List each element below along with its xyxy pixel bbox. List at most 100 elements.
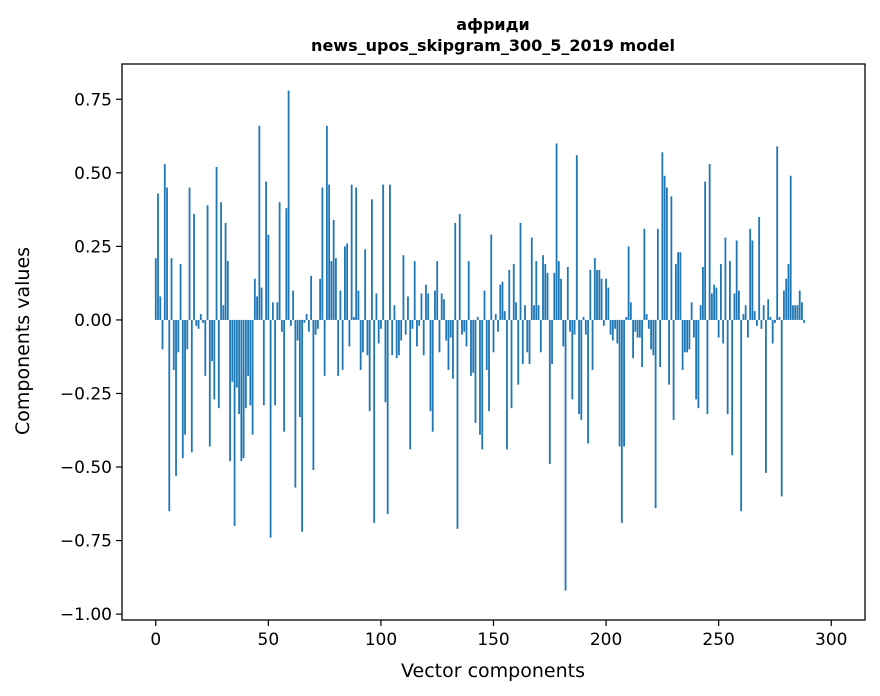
bar <box>202 319 204 323</box>
bar <box>715 287 718 320</box>
x-tick-label: 50 <box>258 630 280 650</box>
bar <box>476 316 479 320</box>
bar <box>638 319 641 338</box>
bar <box>767 299 770 320</box>
bar <box>213 319 216 400</box>
bar <box>177 319 180 353</box>
bar <box>294 319 297 488</box>
bar <box>195 319 198 326</box>
bar <box>587 319 589 444</box>
bar <box>328 184 331 320</box>
bar <box>321 187 324 320</box>
bar <box>283 319 286 432</box>
bar <box>542 255 544 320</box>
bar <box>364 249 367 320</box>
bar <box>710 293 713 320</box>
bar <box>801 302 803 320</box>
bar <box>332 219 335 320</box>
bar <box>316 319 319 329</box>
bar <box>366 319 369 356</box>
bar <box>589 269 592 320</box>
bar <box>717 319 720 338</box>
bar <box>323 319 326 376</box>
bar <box>701 266 704 320</box>
bar <box>785 278 788 320</box>
bar <box>634 319 637 332</box>
bar <box>398 319 400 356</box>
bar <box>519 222 522 320</box>
bar <box>524 305 526 320</box>
bar <box>184 319 186 435</box>
bar <box>724 237 727 320</box>
bar <box>409 319 412 450</box>
bar <box>726 319 729 415</box>
bar <box>627 246 630 320</box>
bar <box>436 261 439 320</box>
bar <box>749 228 752 320</box>
bar <box>758 216 761 320</box>
bar <box>222 305 225 320</box>
bar <box>744 305 747 320</box>
bar <box>175 319 177 476</box>
bar <box>753 311 756 320</box>
bar <box>533 305 535 320</box>
bar <box>159 296 162 320</box>
bar <box>602 319 605 326</box>
bar <box>330 261 333 320</box>
chart-title: африди <box>456 15 529 34</box>
bar <box>544 264 547 320</box>
bar <box>188 187 191 320</box>
bar <box>337 319 340 376</box>
bar <box>244 319 247 409</box>
bar <box>663 175 666 320</box>
bar <box>292 290 295 320</box>
bar <box>411 319 414 329</box>
bar <box>339 290 342 320</box>
bar <box>672 319 675 420</box>
bar <box>537 305 540 320</box>
bar <box>447 319 450 370</box>
x-tick-label: 200 <box>590 630 622 650</box>
bar <box>553 272 556 320</box>
bar <box>731 319 734 456</box>
bar <box>181 319 184 459</box>
bar <box>647 319 650 329</box>
bar <box>632 319 634 359</box>
bar <box>508 269 511 320</box>
bar <box>429 319 432 412</box>
x-tick-label: 300 <box>815 630 847 650</box>
bar <box>186 319 189 350</box>
bar <box>756 319 758 326</box>
bar <box>765 319 767 473</box>
bar <box>276 302 279 320</box>
bar <box>305 314 308 320</box>
bar <box>265 181 267 320</box>
bar <box>170 258 173 320</box>
bar <box>494 314 497 320</box>
bar <box>611 319 614 341</box>
bar <box>319 278 322 320</box>
bar <box>515 302 517 320</box>
bar <box>445 319 448 341</box>
bar <box>787 264 790 320</box>
bar <box>792 305 794 320</box>
bar <box>463 319 466 332</box>
bar <box>733 293 736 320</box>
bar <box>546 272 549 320</box>
bar <box>269 319 272 538</box>
bar <box>618 319 621 447</box>
bar <box>582 316 585 320</box>
bar <box>548 319 551 465</box>
bar <box>692 319 695 338</box>
bar <box>256 296 258 320</box>
bar <box>310 275 313 320</box>
bar <box>771 319 774 344</box>
bar <box>670 196 673 320</box>
bar <box>235 319 238 388</box>
bar <box>247 319 249 376</box>
bar <box>695 319 698 400</box>
bar <box>438 319 441 353</box>
bar <box>474 319 477 423</box>
bar <box>645 314 648 320</box>
bar <box>204 319 207 376</box>
